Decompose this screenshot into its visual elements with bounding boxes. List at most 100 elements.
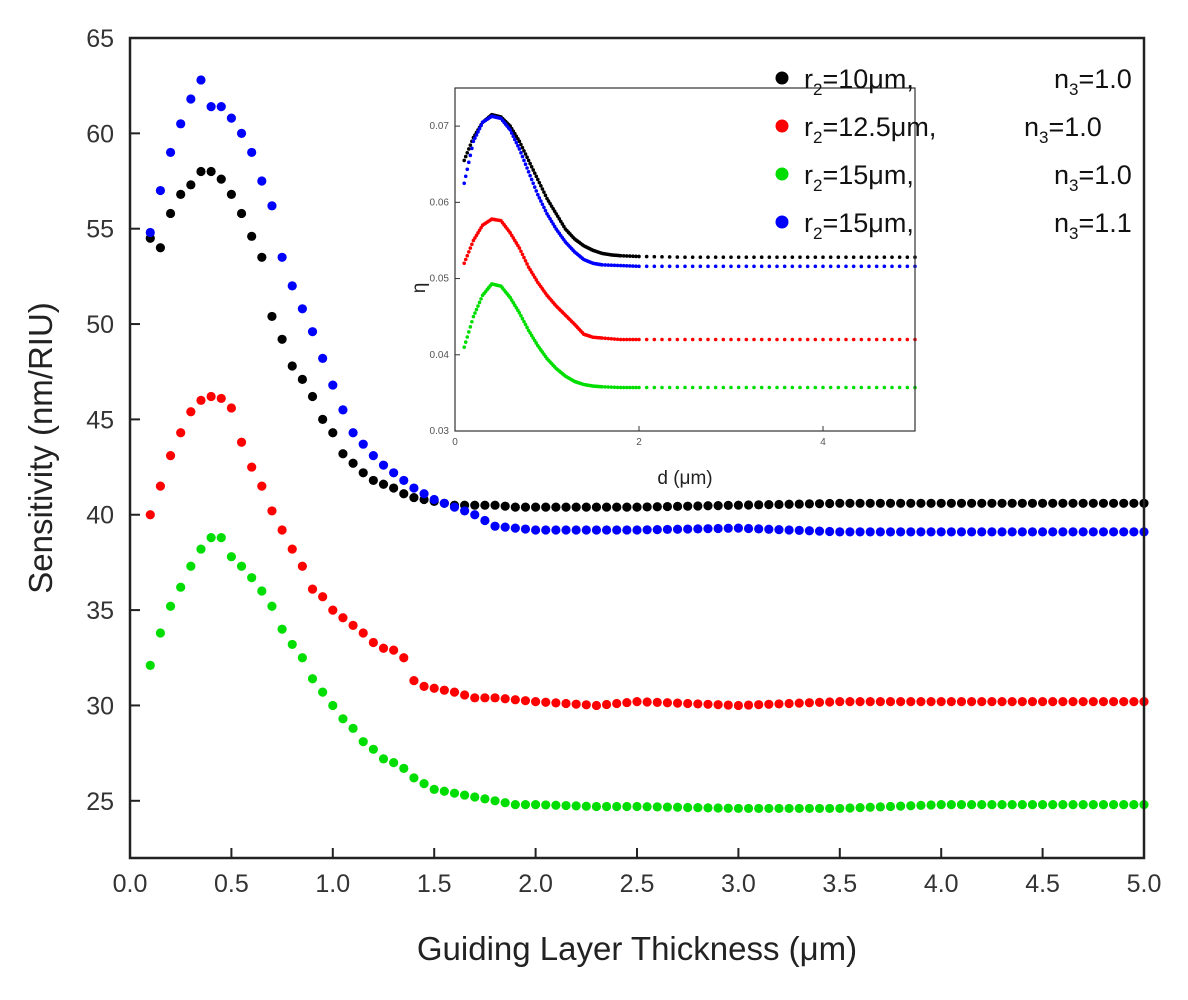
data-point bbox=[754, 803, 764, 814]
data-point bbox=[1017, 697, 1027, 707]
data-point bbox=[287, 639, 297, 650]
data-point bbox=[378, 643, 389, 653]
data-point bbox=[561, 800, 571, 811]
inset-data-point bbox=[729, 264, 733, 269]
inset-data-point bbox=[905, 337, 910, 342]
legend: r2=10μm, n3=1.0 r2=12.5μm, n3=1.0 r2=15μ… bbox=[775, 64, 1132, 243]
y-tick-label: 25 bbox=[86, 788, 114, 816]
inset-data-point bbox=[528, 173, 532, 178]
inset-data-point bbox=[540, 202, 545, 207]
inset-data-point bbox=[618, 263, 623, 268]
inset-data-point bbox=[867, 264, 871, 269]
inset-data-point bbox=[523, 162, 528, 167]
data-point bbox=[500, 798, 510, 808]
data-point bbox=[967, 498, 977, 508]
inset-data-point bbox=[523, 152, 528, 156]
inset-data-point bbox=[476, 304, 480, 308]
data-point bbox=[510, 695, 520, 705]
data-point bbox=[835, 697, 845, 707]
data-point bbox=[987, 498, 997, 508]
data-point bbox=[541, 800, 551, 810]
data-point bbox=[784, 525, 794, 535]
data-point bbox=[916, 527, 926, 537]
data-point bbox=[439, 786, 449, 796]
data-point bbox=[236, 561, 247, 571]
inset-data-point bbox=[522, 149, 526, 153]
data-point bbox=[165, 208, 176, 219]
data-point bbox=[601, 502, 612, 512]
legend-n-sub: 3 bbox=[1069, 80, 1078, 99]
data-point bbox=[906, 801, 916, 811]
inset-data-point bbox=[897, 385, 902, 390]
inset-data-point bbox=[516, 144, 520, 148]
inset-data-point bbox=[462, 158, 467, 163]
data-point bbox=[1078, 697, 1088, 707]
inset-data-point bbox=[729, 385, 733, 390]
data-point bbox=[733, 803, 744, 814]
data-point bbox=[967, 527, 977, 537]
data-point bbox=[1017, 800, 1027, 810]
data-point bbox=[1088, 527, 1098, 537]
inset-data-point bbox=[798, 337, 802, 342]
legend-r-label: r bbox=[804, 64, 813, 94]
data-point bbox=[399, 475, 409, 486]
data-point bbox=[1088, 697, 1098, 707]
inset-data-point bbox=[473, 311, 477, 315]
inset-data-point bbox=[844, 337, 848, 342]
inset-data-point bbox=[836, 264, 841, 269]
data-point bbox=[328, 605, 338, 615]
inset-data-point bbox=[782, 337, 787, 342]
inset-y-tick-label: 0.06 bbox=[430, 197, 450, 208]
data-point bbox=[703, 699, 713, 709]
data-point bbox=[794, 698, 804, 708]
data-point bbox=[612, 698, 622, 709]
data-point bbox=[642, 502, 652, 512]
inset-data-point bbox=[698, 337, 703, 342]
data-point bbox=[845, 527, 855, 537]
data-point bbox=[186, 407, 196, 417]
data-point bbox=[906, 527, 916, 537]
inset-data-point bbox=[522, 319, 526, 324]
data-point bbox=[196, 75, 206, 85]
data-point bbox=[804, 499, 814, 509]
legend-entry-r125-n10: r2=12.5μm, n3=1.0 bbox=[775, 112, 1102, 147]
inset-data-point bbox=[813, 264, 818, 269]
inset-data-point bbox=[532, 185, 537, 189]
data-point bbox=[510, 502, 520, 512]
data-point bbox=[551, 502, 561, 512]
data-point bbox=[601, 525, 612, 535]
data-point bbox=[926, 697, 936, 707]
data-point bbox=[389, 645, 399, 655]
data-point bbox=[733, 523, 744, 533]
inset-data-point bbox=[537, 180, 542, 185]
inset-data-point bbox=[528, 161, 532, 166]
inset-data-point bbox=[471, 139, 476, 144]
inset-data-point bbox=[874, 264, 879, 269]
data-point bbox=[632, 801, 642, 812]
data-point bbox=[683, 501, 693, 511]
inset-data-point bbox=[713, 337, 718, 342]
inset-data-point bbox=[782, 385, 787, 390]
data-point bbox=[987, 527, 997, 537]
legend-entry-r10-n10: r2=10μm, n3=1.0 bbox=[775, 64, 1132, 99]
data-point bbox=[236, 208, 247, 219]
data-point bbox=[956, 800, 967, 810]
inset-data-point bbox=[474, 307, 479, 312]
inset-data-point bbox=[836, 337, 841, 342]
data-point bbox=[1038, 800, 1048, 810]
data-point bbox=[145, 227, 155, 238]
data-point bbox=[936, 800, 946, 810]
data-point bbox=[946, 800, 956, 810]
inset-data-point bbox=[660, 264, 664, 269]
data-point bbox=[764, 524, 774, 534]
data-point bbox=[460, 506, 470, 516]
y-tick-label: 60 bbox=[86, 120, 114, 148]
svg-text:n3=1.0: n3=1.0 bbox=[1024, 112, 1102, 147]
data-point bbox=[165, 601, 176, 611]
data-point bbox=[723, 803, 733, 813]
inset-data-point bbox=[465, 167, 470, 172]
data-point bbox=[389, 468, 399, 478]
data-point bbox=[226, 113, 236, 123]
data-point bbox=[318, 592, 328, 602]
data-point bbox=[419, 779, 429, 789]
